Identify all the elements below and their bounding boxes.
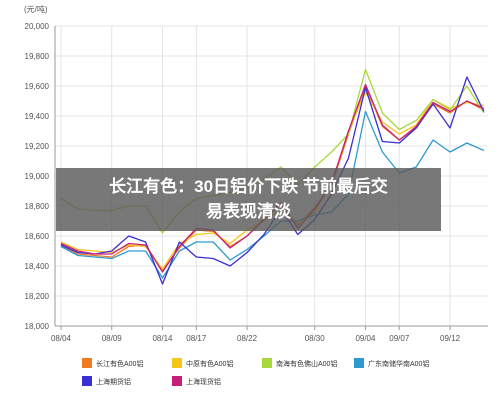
legend-swatch-1 <box>82 358 92 368</box>
y-tick-label: 20,000 <box>25 22 50 31</box>
legend-label-2: 中原有色A00铝 <box>186 359 233 368</box>
x-tick-label: 08/22 <box>237 334 258 343</box>
y-axis-unit-label: (元/吨) <box>24 4 48 14</box>
legend-swatch-2 <box>172 358 182 368</box>
y-tick-label: 18,800 <box>25 202 50 211</box>
headline-line-1: 长江有色：30日铝价下跌 节前最后交 <box>109 177 388 196</box>
legend-swatch-4 <box>354 358 364 368</box>
headline-overlay: 长江有色：30日铝价下跌 节前最后交 易表现清淡 <box>56 168 441 231</box>
x-tick-label: 09/12 <box>440 334 461 343</box>
x-tick-label: 09/04 <box>355 334 376 343</box>
x-tick-label: 08/14 <box>152 334 173 343</box>
legend-label-5: 上海期货铝 <box>96 377 131 386</box>
legend-label-6: 上海现货铝 <box>186 377 221 386</box>
headline-line-2: 易表现清淡 <box>206 202 291 221</box>
legend-label-3: 南海有色佛山A00铝 <box>276 359 337 368</box>
y-tick-label: 19,800 <box>25 52 50 61</box>
x-tick-label: 08/09 <box>102 334 123 343</box>
x-tick-label: 08/04 <box>51 334 72 343</box>
legend-swatch-3 <box>262 358 272 368</box>
legend-label-1: 长江有色A00铝 <box>96 359 143 368</box>
x-tick-label: 08/30 <box>305 334 326 343</box>
y-tick-label: 18,400 <box>25 262 50 271</box>
x-tick-label: 08/17 <box>186 334 207 343</box>
y-tick-label: 19,000 <box>25 172 50 181</box>
x-tick-label: 09/07 <box>389 334 410 343</box>
legend-swatch-5 <box>82 376 92 386</box>
legend-swatch-6 <box>172 376 182 386</box>
y-tick-label: 18,600 <box>25 232 50 241</box>
y-tick-label: 19,600 <box>25 82 50 91</box>
legend-label-4: 广东南储华南A00铝 <box>368 359 429 368</box>
y-tick-label: 18,000 <box>25 322 50 331</box>
y-tick-label: 19,200 <box>25 142 50 151</box>
y-tick-label: 18,200 <box>25 292 50 301</box>
y-tick-label: 19,400 <box>25 112 50 121</box>
